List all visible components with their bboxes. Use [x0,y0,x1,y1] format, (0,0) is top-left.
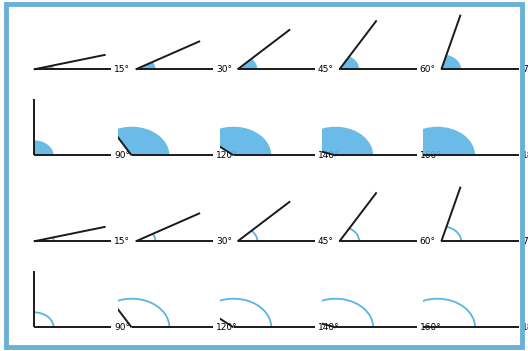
Text: 140°: 140° [318,151,340,160]
Wedge shape [400,127,475,155]
Text: 60°: 60° [420,65,436,74]
Text: 90°: 90° [114,151,130,160]
Text: 140°: 140° [318,323,340,332]
Text: 30°: 30° [216,65,232,74]
Wedge shape [340,56,359,69]
Text: 90°: 90° [114,323,130,332]
Text: 45°: 45° [318,65,334,74]
Text: 120°: 120° [216,151,238,160]
Wedge shape [205,127,271,155]
Text: 180°: 180° [522,151,528,160]
Text: 180°: 180° [522,323,528,332]
Text: 30°: 30° [216,237,232,246]
Text: 160°: 160° [420,151,441,160]
Text: 160°: 160° [420,323,441,332]
Wedge shape [300,127,373,155]
Text: 45°: 45° [318,237,334,246]
Text: 15°: 15° [114,65,130,74]
Wedge shape [238,59,257,69]
Text: 15°: 15° [114,237,130,246]
Text: 120°: 120° [216,323,238,332]
Wedge shape [34,140,53,155]
Text: 60°: 60° [420,237,436,246]
Text: 75°: 75° [522,237,528,246]
Text: 75°: 75° [522,65,528,74]
Wedge shape [34,66,53,69]
Wedge shape [441,55,461,69]
Wedge shape [136,62,155,69]
Wedge shape [113,127,169,155]
